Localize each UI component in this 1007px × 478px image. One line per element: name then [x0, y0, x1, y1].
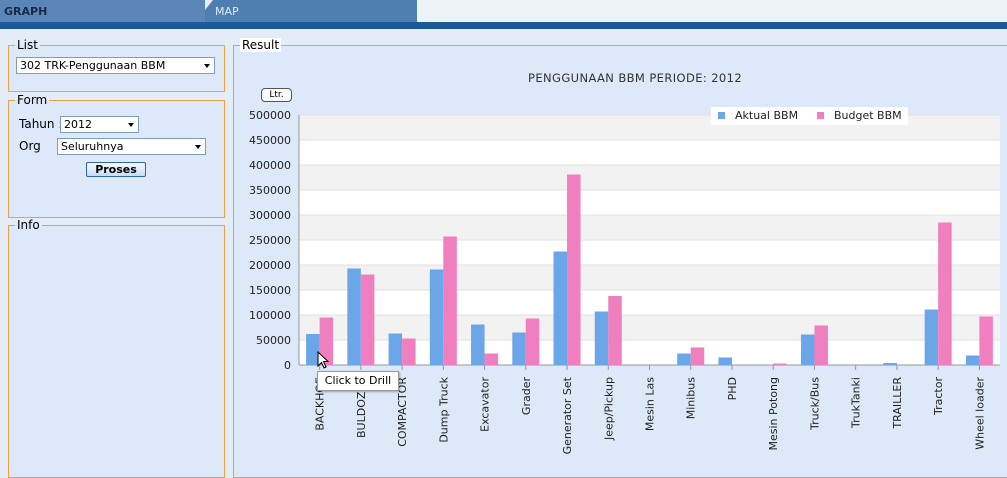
grid-band [299, 165, 1000, 190]
grid-band [299, 340, 1000, 365]
y-tick-label: 500000 [249, 109, 291, 122]
y-tick-label: 0 [284, 359, 291, 372]
y-tick-label: 350000 [249, 184, 291, 197]
bar-aktual [306, 334, 320, 365]
bar-budget [567, 174, 581, 365]
x-tick-label: Dump Truck [437, 376, 450, 442]
tahun-label: Tahun : [19, 117, 63, 131]
info-legend: Info [17, 218, 40, 232]
y-tick-label: 250000 [249, 234, 291, 247]
tab-bar: GRAPH MAP [0, 0, 1007, 22]
y-tick-label: 450000 [249, 134, 291, 147]
x-tick-label: Wheel loader [973, 377, 986, 450]
bar-aktual [924, 309, 939, 365]
form-panel: Form [8, 93, 225, 218]
bar-budget [608, 296, 622, 365]
org-label: Org [19, 139, 41, 153]
bar-budget [525, 318, 540, 365]
bar-budget [979, 316, 993, 365]
list-legend: List [17, 38, 38, 52]
x-tick-label: Mesin Las [644, 377, 657, 431]
x-tick-label: Mesin Potong [767, 377, 780, 450]
legend-label: Budget BBM [834, 109, 902, 122]
bar-aktual [429, 269, 444, 365]
x-tick-label: Grader [520, 377, 533, 416]
legend-box [711, 107, 908, 125]
x-tick-label: Truck/Bus [808, 377, 821, 431]
tab-underline [0, 22, 1007, 29]
grid-band [299, 240, 1000, 265]
y-tick-label: 100000 [249, 309, 291, 322]
bar-budget [360, 274, 375, 365]
bar-aktual [553, 251, 568, 365]
y-tick-label: 150000 [249, 284, 291, 297]
x-tick-label: Minibus [685, 377, 698, 420]
bar-budget [938, 222, 952, 365]
info-panel: Info [8, 218, 225, 478]
x-tick-label: TrukTanki [850, 377, 863, 429]
bar-aktual [718, 357, 732, 365]
tahun-select[interactable]: 2012 [60, 116, 139, 133]
x-tick-label: Tractor [932, 377, 945, 416]
bar-budget [690, 347, 705, 365]
bar-aktual [800, 334, 815, 365]
bar-aktual [677, 353, 691, 365]
y-tick-label: 300000 [249, 209, 291, 222]
chart-title: PENGGUNAAN BBM PERIODE: 2012 [528, 71, 743, 85]
grid-band [299, 290, 1000, 315]
grid-band [299, 140, 1000, 165]
bar-aktual [965, 355, 980, 365]
bar-aktual [347, 268, 361, 365]
x-tick-label: COMPACTOR [396, 377, 409, 447]
x-tick-label: Generator Set [561, 376, 574, 454]
unit-button[interactable]: Ltr. [261, 88, 292, 102]
bar-aktual [883, 363, 897, 365]
bar-budget [484, 353, 499, 365]
grid-band [299, 265, 1000, 290]
org-select[interactable]: Seluruhnya [57, 138, 206, 155]
x-tick-label: Jeep/Pickup [602, 377, 615, 441]
bar-aktual [594, 311, 609, 365]
drill-tooltip: Click to Drill [317, 371, 399, 391]
legend-swatch [718, 112, 725, 119]
result-legend: Result [240, 38, 282, 52]
legend-label: Aktual BBM [735, 109, 798, 122]
report-select[interactable]: 302 TRK-Penggunaan BBM [16, 57, 215, 74]
bar-budget [814, 325, 828, 365]
bar-aktual [471, 324, 485, 365]
legend-swatch [817, 112, 824, 119]
x-tick-label: BULDOZER [355, 377, 368, 438]
chevron-down-icon [195, 145, 201, 149]
bar-budget [402, 338, 416, 365]
mouse-cursor-icon [317, 351, 329, 369]
tahun-select-value: 2012 [64, 118, 92, 131]
x-tick-label: TRAILLER [891, 377, 904, 430]
form-legend: Form [17, 93, 48, 107]
bar-budget [443, 236, 457, 365]
bar-chart: 0 50000 100000 150000 200000 250000 300000 3500… [249, 107, 1000, 454]
org-select-value: Seluruhnya [61, 140, 124, 153]
chevron-down-icon [204, 64, 210, 68]
report-select-value: 302 TRK-Penggunaan BBM [20, 59, 166, 72]
bar-aktual [388, 333, 403, 365]
x-tick-label: PHD [726, 377, 739, 400]
grid-band [299, 315, 1000, 340]
tab-map[interactable]: MAP [205, 0, 417, 22]
y-tick-label: 50000 [256, 334, 291, 347]
y-tick-label: 400000 [249, 159, 291, 172]
grid-band [299, 215, 1000, 240]
tab-graph[interactable]: GRAPH [0, 0, 205, 22]
x-tick-label: Excavator [479, 377, 492, 432]
bar-budget [773, 363, 787, 365]
y-tick-label: 200000 [249, 259, 291, 272]
proses-button[interactable]: Proses [86, 162, 146, 177]
chevron-down-icon [128, 123, 134, 127]
grid-band [299, 190, 1000, 215]
bar-aktual [512, 332, 526, 365]
bar-budget [319, 317, 334, 365]
